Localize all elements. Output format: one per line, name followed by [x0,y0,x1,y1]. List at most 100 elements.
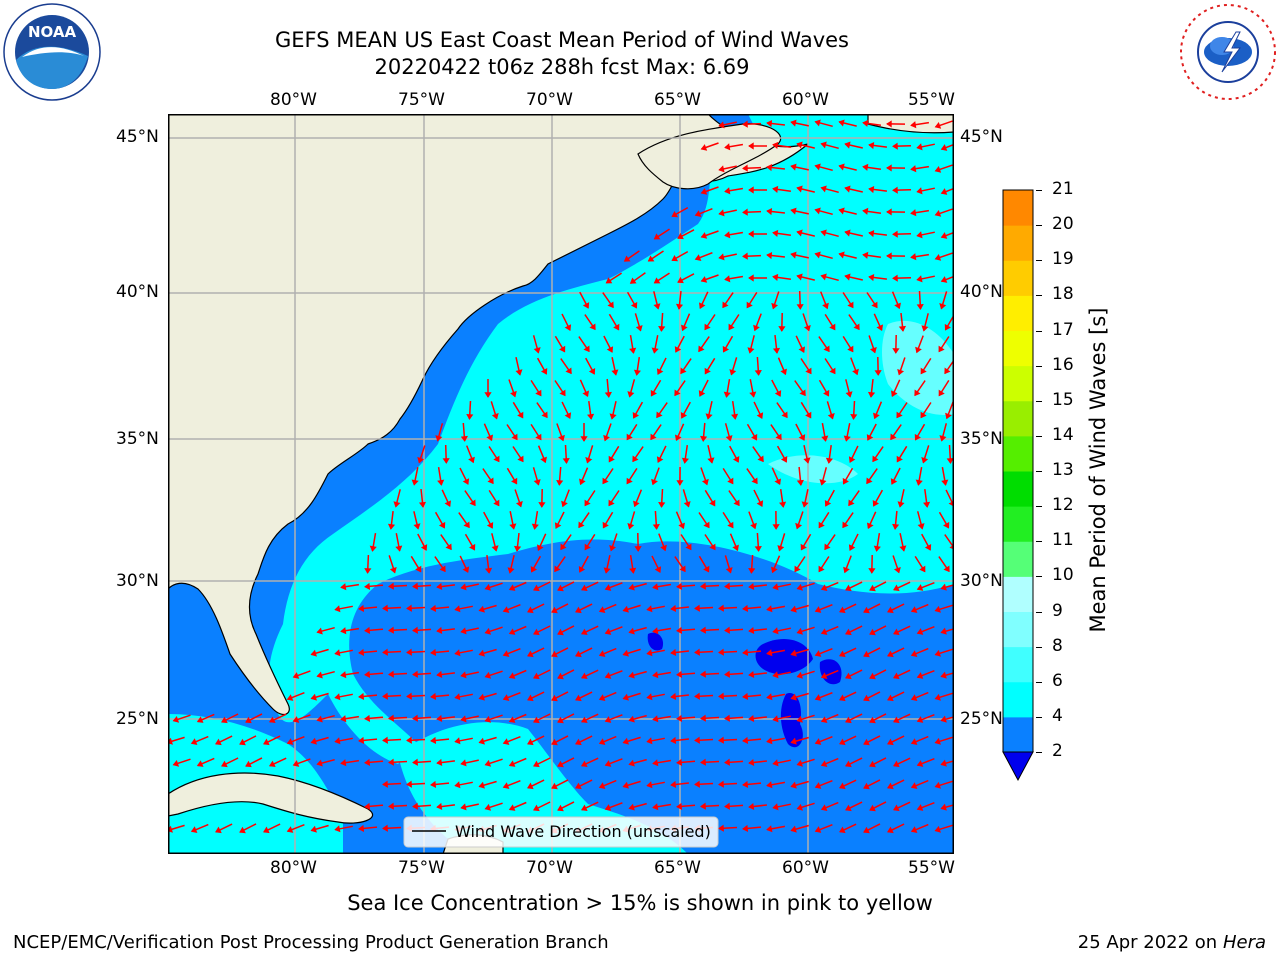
wave-arrow-head [694,254,702,261]
wave-arrow-head [694,604,700,612]
wave-arrow-head [564,412,572,419]
wave-arrow-head [724,758,730,766]
wave-arrow-head [694,692,700,700]
wave-arrow-head [190,826,198,833]
wave-arrow-head [598,606,606,613]
wave-arrow-head [533,672,540,680]
wave-arrow-head [310,693,317,701]
wave-arrow-head [790,251,797,259]
wave-arrow-head [647,255,655,262]
wave-arrow-head [916,628,924,635]
wave-arrow-head [892,523,900,530]
wave-arrow-head [910,209,917,217]
wave-arrow-head [819,479,827,486]
wave-arrow-head [916,231,923,239]
wave-arrow-head [478,781,485,789]
land-maritimes [637,123,781,190]
wave-arrow-head [462,478,470,485]
wave-arrow-head [814,119,821,127]
wave-arrow-head [675,303,684,310]
wave-arrow-head [718,165,725,173]
wave-arrow-head [845,760,852,768]
wave-arrow-head [454,781,461,789]
colorbar-segment [1003,330,1033,367]
colorbar-tick-label: 10 [1052,565,1074,586]
wave-arrow-head [633,369,641,376]
wave-arrow-head [551,694,558,702]
wave-arrow-head [732,544,739,552]
wave-arrow-head [580,716,588,724]
wave-arrow-head [934,253,942,261]
wave-arrow-head [862,119,869,127]
wave-arrow-head [748,802,755,811]
wave-arrow-head [796,715,803,723]
wave-arrow-head [430,692,437,701]
wave-arrow-head [676,480,684,486]
wave-arrow-head [694,648,700,656]
wave-arrow-head [652,715,659,723]
wave-arrow-head [940,144,948,151]
wave-arrow-head [839,650,846,658]
wave-arrow-head [460,435,468,442]
lat-label-right-40n: 40°N [960,282,1003,302]
wave-arrow-head [718,253,725,261]
wave-arrow-head [780,456,788,463]
wave-arrow-head [652,583,659,591]
wave-arrow-head [585,457,593,464]
wave-arrow-head [742,120,748,128]
colorbar-tick-mark [1036,330,1042,332]
wave-arrow-head [863,606,870,614]
wave-arrow-head [863,694,870,702]
wave-arrow-head [892,230,898,238]
wave-arrow-head [814,163,821,171]
wave-arrow-head [436,758,443,767]
wave-arrow-head [536,544,544,552]
wave-arrow-head [382,604,388,612]
wave-arrow-head [748,714,755,723]
wave-arrow-head [444,500,452,508]
wave-arrow-head [790,119,797,127]
wave-arrow-head [863,826,870,834]
wave-arrow-head [814,826,822,833]
wave-arrow-head [751,433,758,441]
wave-arrow-head [772,715,779,723]
wave-arrow-head [551,650,558,658]
wave-arrow-head [814,694,822,701]
wave-arrow-head [700,582,706,590]
wave-arrow-head [646,605,653,613]
wave-arrow-head [507,567,515,574]
colorbar-tick-mark [1036,681,1042,683]
wave-arrow-head [340,627,347,635]
wave-arrow-head [602,477,609,485]
wave-arrow-head [517,455,524,463]
wave-arrow-head [411,479,419,486]
wave-arrow-head [316,671,323,679]
wave-arrow-head [814,738,822,745]
ocean-mid-period-region [268,132,954,764]
wave-arrow-head [445,543,452,551]
wave-arrow-head [920,367,927,375]
wave-arrow-head [893,672,900,680]
colorbar-frame [1002,189,1034,753]
wave-arrow-head [245,716,252,724]
wave-arrow-head [438,521,446,529]
wave-arrow-head [310,737,317,745]
wave-arrow-head [412,802,418,810]
wave-arrow-head [190,738,198,745]
wave-arrow-head [604,672,612,679]
wave-arrow-head [628,671,635,679]
wave-arrow-head [781,411,788,419]
wave-arrow-head [609,413,617,420]
wave-arrow-head [718,736,724,744]
wave-arrow-head [466,414,474,420]
wave-arrow-head [358,824,365,833]
wave-arrow-head [680,367,687,375]
wave-arrow-head [934,649,941,657]
wave-arrow-head [766,781,773,789]
wave-arrow-head [502,694,510,701]
wave-arrow-head [436,626,443,635]
lon-label-top-65w: 65°W [654,90,701,110]
wave-arrow-head [340,583,347,591]
wave-arrow-head [629,567,637,574]
wave-arrow-head [845,391,853,398]
